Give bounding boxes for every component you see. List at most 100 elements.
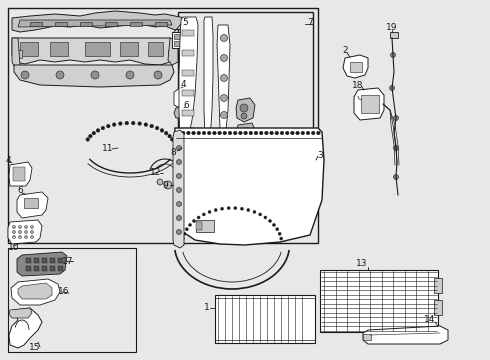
Bar xyxy=(215,295,315,343)
Circle shape xyxy=(30,230,33,234)
Circle shape xyxy=(393,116,398,121)
Bar xyxy=(120,42,138,56)
Text: 6: 6 xyxy=(17,185,23,194)
Bar xyxy=(58,266,63,271)
Circle shape xyxy=(119,122,122,125)
Circle shape xyxy=(243,128,251,136)
Circle shape xyxy=(176,145,181,150)
Bar xyxy=(34,266,39,271)
Bar xyxy=(178,12,313,162)
Circle shape xyxy=(92,131,96,135)
Bar xyxy=(390,32,398,38)
Circle shape xyxy=(269,220,271,222)
Circle shape xyxy=(278,232,281,235)
Polygon shape xyxy=(174,128,324,245)
Polygon shape xyxy=(9,162,32,186)
Circle shape xyxy=(390,86,394,90)
Bar xyxy=(168,50,176,58)
Circle shape xyxy=(181,237,184,240)
Circle shape xyxy=(96,129,100,132)
Circle shape xyxy=(264,216,267,219)
Bar xyxy=(8,8,318,243)
Bar xyxy=(105,22,117,26)
Polygon shape xyxy=(18,283,52,299)
Circle shape xyxy=(247,208,250,212)
Circle shape xyxy=(176,174,181,179)
Text: 17: 17 xyxy=(62,256,74,266)
Circle shape xyxy=(91,71,99,79)
Circle shape xyxy=(393,175,398,180)
Bar xyxy=(50,266,55,271)
Bar xyxy=(130,22,142,26)
Circle shape xyxy=(144,123,147,126)
Bar xyxy=(350,62,362,72)
Bar xyxy=(14,50,22,58)
Polygon shape xyxy=(18,20,172,27)
Bar xyxy=(361,95,379,113)
Polygon shape xyxy=(17,192,48,218)
Circle shape xyxy=(21,71,29,79)
Text: 10: 10 xyxy=(8,243,20,252)
Circle shape xyxy=(317,131,320,135)
Bar xyxy=(182,50,194,56)
Circle shape xyxy=(220,75,227,81)
Circle shape xyxy=(259,131,263,135)
Circle shape xyxy=(168,134,172,138)
Polygon shape xyxy=(12,38,178,65)
Polygon shape xyxy=(14,65,174,87)
Text: 2: 2 xyxy=(342,45,348,54)
Circle shape xyxy=(234,207,237,210)
Bar xyxy=(42,258,47,263)
Circle shape xyxy=(187,131,190,135)
Circle shape xyxy=(220,112,227,118)
Circle shape xyxy=(138,122,142,125)
Bar xyxy=(363,334,371,340)
Circle shape xyxy=(101,126,105,130)
Bar xyxy=(85,42,110,56)
Circle shape xyxy=(176,131,180,135)
Circle shape xyxy=(220,94,227,102)
Bar xyxy=(8,248,136,352)
Polygon shape xyxy=(204,17,213,148)
Polygon shape xyxy=(173,130,184,248)
Circle shape xyxy=(171,138,174,141)
Text: 4: 4 xyxy=(5,156,11,165)
Bar xyxy=(182,70,194,76)
Bar xyxy=(434,278,442,293)
Circle shape xyxy=(176,188,181,193)
Bar xyxy=(434,300,442,315)
Circle shape xyxy=(265,131,268,135)
Circle shape xyxy=(30,235,33,239)
Circle shape xyxy=(244,131,247,135)
Circle shape xyxy=(202,131,206,135)
Circle shape xyxy=(185,228,188,231)
Polygon shape xyxy=(17,252,67,276)
Circle shape xyxy=(125,121,128,125)
Circle shape xyxy=(24,225,27,229)
Circle shape xyxy=(280,131,284,135)
Bar xyxy=(13,167,25,181)
Circle shape xyxy=(19,230,22,234)
Circle shape xyxy=(280,237,283,240)
Circle shape xyxy=(393,145,398,150)
Bar xyxy=(182,90,194,96)
Bar xyxy=(50,258,55,263)
Circle shape xyxy=(176,216,181,220)
Circle shape xyxy=(164,181,172,189)
Circle shape xyxy=(312,131,315,135)
Bar xyxy=(80,22,92,26)
Circle shape xyxy=(30,225,33,229)
Bar xyxy=(320,270,438,332)
Circle shape xyxy=(233,131,237,135)
Circle shape xyxy=(164,131,168,135)
Text: 13: 13 xyxy=(356,260,368,269)
Circle shape xyxy=(270,131,273,135)
Text: 1: 1 xyxy=(204,302,210,311)
Polygon shape xyxy=(168,38,178,65)
Circle shape xyxy=(193,220,196,222)
Polygon shape xyxy=(363,326,448,344)
Bar xyxy=(174,34,180,39)
Circle shape xyxy=(301,131,305,135)
Text: 3: 3 xyxy=(317,150,323,159)
Circle shape xyxy=(214,208,217,212)
